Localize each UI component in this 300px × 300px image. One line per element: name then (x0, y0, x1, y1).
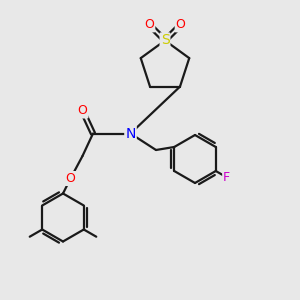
Text: N: N (125, 127, 136, 140)
Text: F: F (223, 171, 230, 184)
Text: O: O (176, 18, 185, 32)
Text: O: O (78, 104, 87, 118)
Text: S: S (160, 34, 169, 47)
Text: O: O (145, 18, 154, 32)
Text: O: O (66, 172, 75, 185)
